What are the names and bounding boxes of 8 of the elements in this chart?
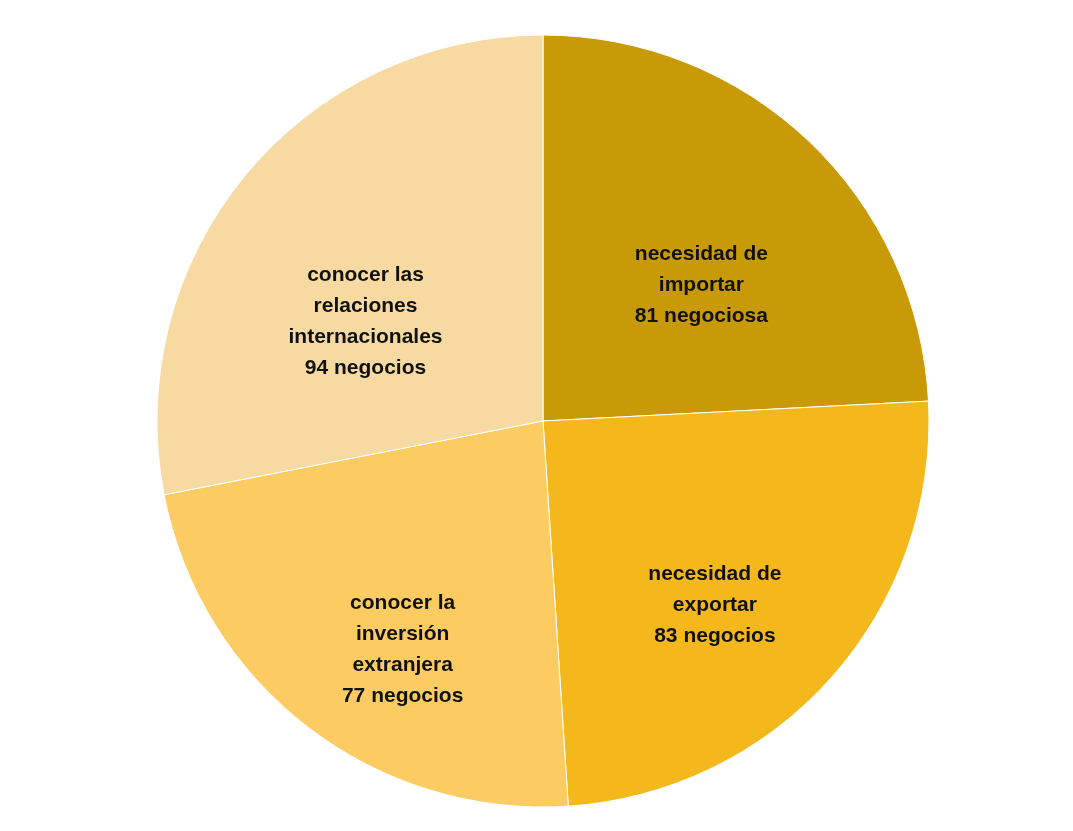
data-label: 77 negocios <box>341 683 464 707</box>
slice-label: necesidad de importar <box>634 241 768 296</box>
slice-label: conocer la inversión extranjera <box>350 590 456 676</box>
slice-label: necesidad de exportar <box>648 560 782 615</box>
slice-label: conocer las relaciones internacionales <box>288 261 443 347</box>
data-label: 83 negocios <box>654 622 776 646</box>
data-label: 94 negocios <box>304 354 427 378</box>
data-label: 81 negociosa <box>634 303 769 327</box>
